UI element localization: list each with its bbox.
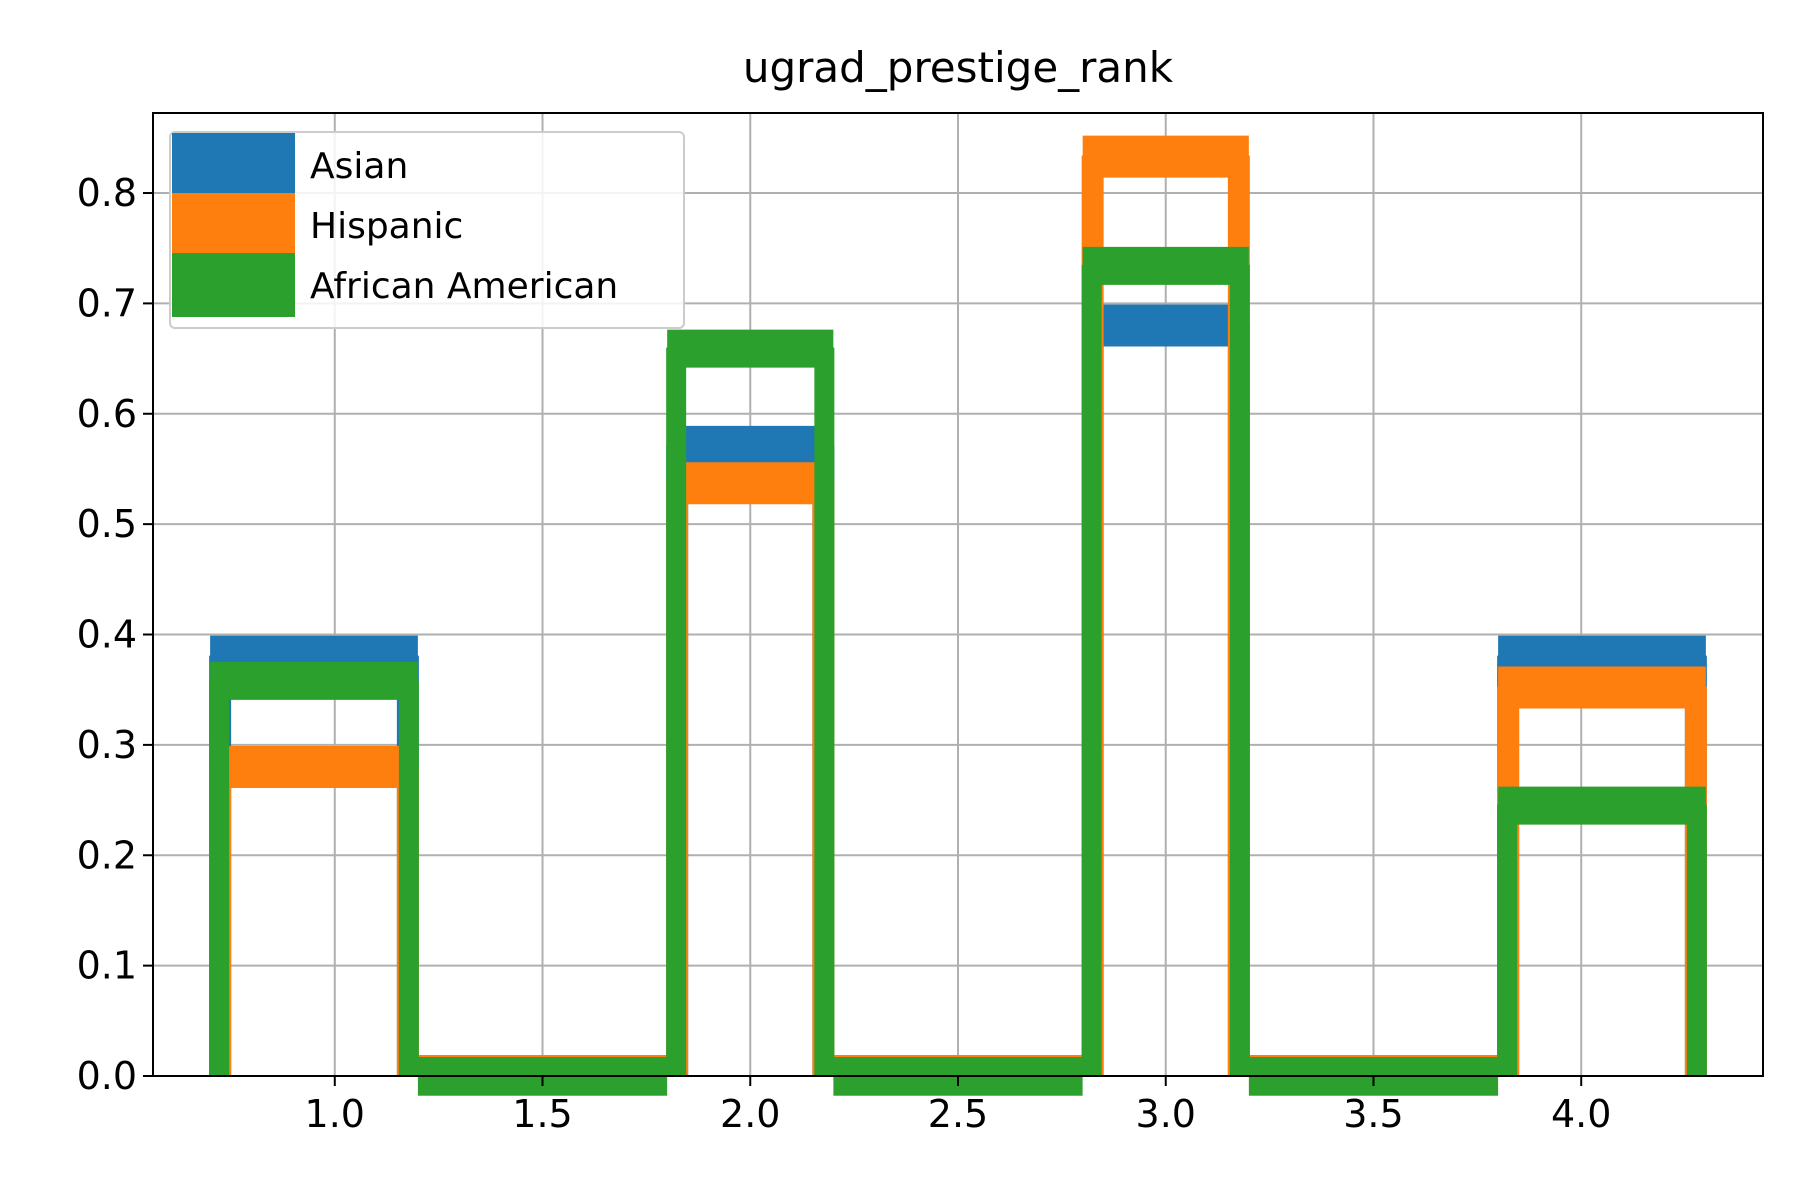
legend-box [169, 131, 685, 329]
histogram-bar [1498, 786, 1706, 1076]
legend: Asian Hispanic African American [169, 131, 685, 329]
histogram-bar [1082, 246, 1249, 1076]
histogram-bar [667, 425, 834, 1076]
y-tick-label: 0.5 [77, 502, 137, 546]
y-tick-label: 0.7 [77, 281, 137, 325]
x-tick-label: 3.0 [1136, 1092, 1196, 1136]
x-tick-label: 1.5 [512, 1092, 572, 1136]
legend-label: Asian [310, 146, 408, 187]
legend-swatch [172, 193, 295, 257]
legend-label: Hispanic [310, 206, 463, 247]
legend-swatch [172, 133, 295, 197]
x-tick-label: 1.0 [305, 1092, 365, 1136]
x-tick-label: 2.0 [720, 1092, 780, 1136]
y-tick-label: 0.4 [77, 613, 137, 657]
y-tick-label: 0.1 [77, 944, 137, 988]
y-axis: 0.0 0.1 0.2 0.3 0.4 0.5 0.6 0.7 0.8 [77, 171, 153, 1098]
x-axis: 1.0 1.5 2.0 2.5 3.0 3.5 4.0 [305, 1076, 1611, 1136]
x-tick-label: 4.0 [1551, 1092, 1611, 1136]
histogram-bar [667, 462, 834, 1076]
y-tick-label: 0.3 [77, 723, 137, 767]
y-tick-label: 0.6 [77, 392, 137, 436]
y-tick-label: 0.2 [77, 833, 137, 877]
legend-swatch [172, 253, 295, 317]
histogram-bar [667, 329, 834, 1076]
histogram-bar [210, 745, 418, 1076]
histogram-bar [210, 661, 418, 1076]
legend-label: African American [310, 266, 618, 307]
x-tick-label: 2.5 [928, 1092, 988, 1136]
chart-title: ugrad_prestige_rank [743, 43, 1174, 92]
y-tick-label: 0.0 [77, 1054, 137, 1098]
histogram-bar [210, 635, 418, 1076]
y-tick-label: 0.8 [77, 171, 137, 215]
x-tick-label: 3.5 [1343, 1092, 1403, 1136]
